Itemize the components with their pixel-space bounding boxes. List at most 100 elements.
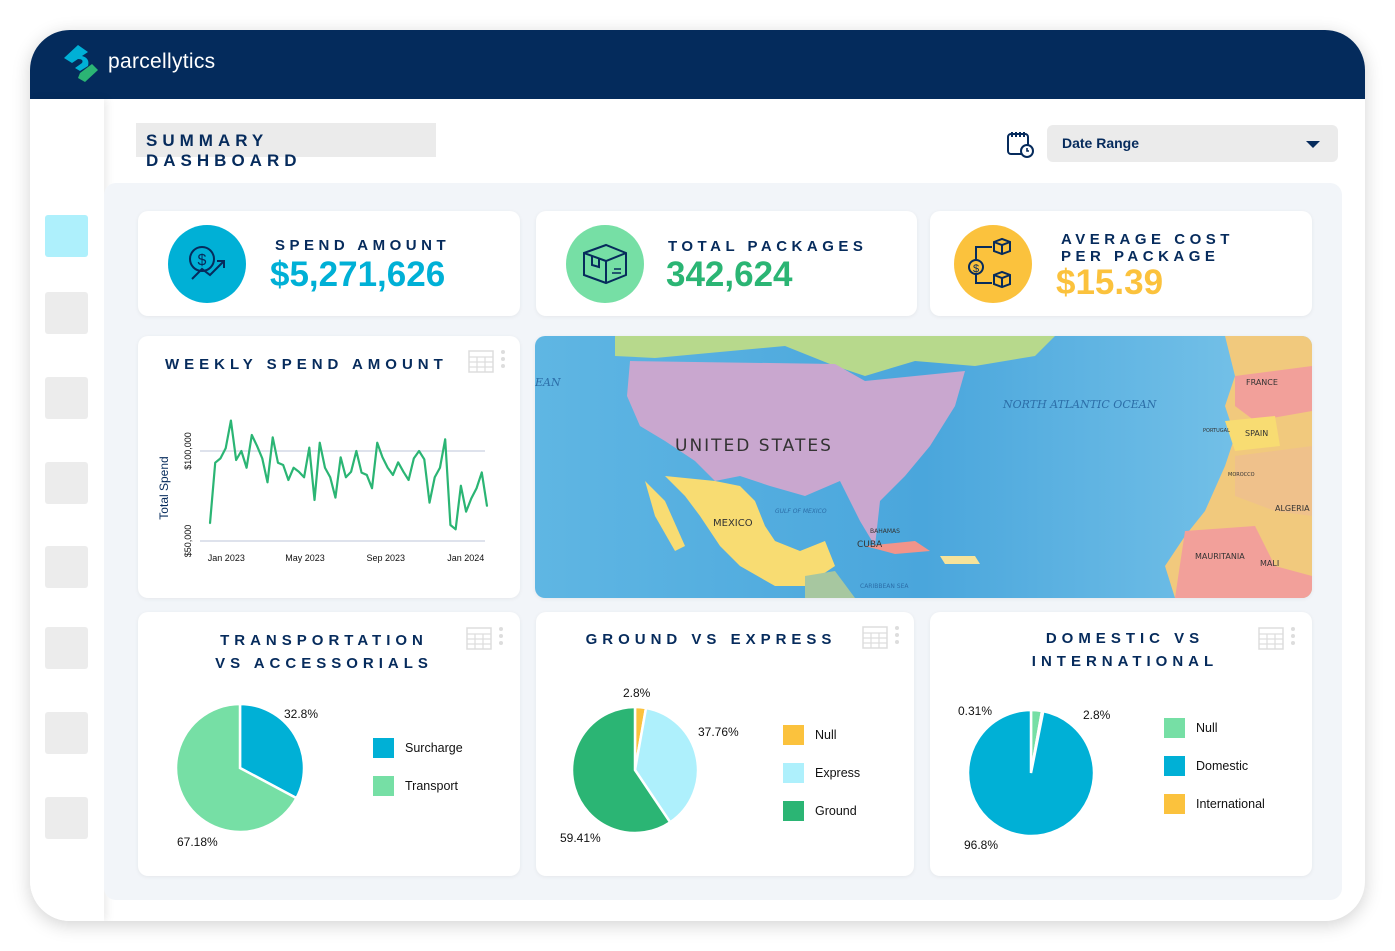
pie-slice-domestic[interactable] xyxy=(968,710,1094,836)
slice-label: 59.41% xyxy=(560,831,601,845)
legend-swatch xyxy=(1164,718,1185,738)
x-tick-label: Sep 2023 xyxy=(366,553,405,563)
pie-chart xyxy=(176,704,304,832)
pie-slice-ground[interactable] xyxy=(572,707,672,833)
map-label: MOROCCO xyxy=(1228,472,1255,478)
data-point[interactable] xyxy=(428,501,431,504)
pie-slice-surcharge[interactable] xyxy=(238,704,304,800)
data-point[interactable] xyxy=(261,457,264,460)
data-point[interactable] xyxy=(271,436,274,439)
data-point[interactable] xyxy=(224,447,227,450)
table-view-icon[interactable] xyxy=(466,626,506,652)
data-point[interactable] xyxy=(460,484,462,487)
data-point[interactable] xyxy=(230,419,232,422)
data-point[interactable] xyxy=(486,505,488,507)
data-point[interactable] xyxy=(470,497,473,500)
data-point[interactable] xyxy=(381,456,384,459)
data-point[interactable] xyxy=(277,461,279,464)
pie-chart xyxy=(968,710,1094,836)
data-point[interactable] xyxy=(376,441,379,444)
data-point[interactable] xyxy=(480,471,483,474)
data-point[interactable] xyxy=(266,481,269,484)
parcellytics-logo-icon[interactable] xyxy=(60,42,104,86)
data-point[interactable] xyxy=(298,470,300,473)
data-point[interactable] xyxy=(454,528,457,531)
data-point[interactable] xyxy=(313,499,316,501)
data-point[interactable] xyxy=(386,466,389,469)
data-point[interactable] xyxy=(350,470,352,473)
data-point[interactable] xyxy=(318,441,321,444)
date-range-dropdown[interactable]: Date Range xyxy=(1047,125,1338,162)
calendar-clock-icon[interactable] xyxy=(1006,130,1034,158)
data-point[interactable] xyxy=(355,450,358,452)
sidebar-item-8[interactable] xyxy=(45,797,88,839)
table-view-icon[interactable] xyxy=(1258,626,1298,652)
chart-title: TRANSPORTATION VS ACCESSORIALS xyxy=(138,629,510,675)
svg-text:$: $ xyxy=(198,252,207,269)
legend-swatch xyxy=(783,725,804,745)
data-point[interactable] xyxy=(444,438,446,441)
brand-name: parcellytics xyxy=(108,50,216,73)
data-point[interactable] xyxy=(287,479,290,481)
shipment-map[interactable]: UNITED STATES NORTH ATLANTIC OCEAN EAN M… xyxy=(535,336,1312,598)
legend-label: Null xyxy=(1196,721,1218,735)
data-point[interactable] xyxy=(303,476,305,479)
chart-title-line1: TRANSPORTATION xyxy=(220,632,428,649)
data-point[interactable] xyxy=(292,466,295,469)
data-point[interactable] xyxy=(365,474,368,476)
data-point[interactable] xyxy=(240,450,243,452)
map-label: GULF OF MEXICO xyxy=(775,508,827,515)
data-point[interactable] xyxy=(439,466,441,469)
table-view-icon[interactable] xyxy=(468,349,508,375)
legend-item-express: Express xyxy=(783,763,860,783)
data-point[interactable] xyxy=(339,456,342,459)
data-point[interactable] xyxy=(407,479,410,481)
world-map[interactable]: UNITED STATES NORTH ATLANTIC OCEAN EAN M… xyxy=(535,336,1312,598)
data-point[interactable] xyxy=(245,466,248,469)
data-point[interactable] xyxy=(360,471,363,474)
kpi-card-spend-amount: $ SPEND AMOUNT $5,271,626 xyxy=(138,211,520,316)
data-point[interactable] xyxy=(418,450,420,452)
data-point[interactable] xyxy=(397,461,399,464)
data-point[interactable] xyxy=(235,459,237,461)
data-point[interactable] xyxy=(334,496,337,499)
data-point[interactable] xyxy=(308,446,311,449)
sidebar-item-3[interactable] xyxy=(45,377,88,419)
slice-label: 37.76% xyxy=(698,725,739,739)
data-point[interactable] xyxy=(329,476,332,479)
sidebar-item-7[interactable] xyxy=(45,712,88,754)
data-point[interactable] xyxy=(392,474,394,476)
sidebar-item-4[interactable] xyxy=(45,462,88,504)
legend-label: Surcharge xyxy=(405,741,463,755)
chevron-down-icon xyxy=(1306,141,1320,148)
data-point[interactable] xyxy=(371,487,373,490)
data-point[interactable] xyxy=(324,466,326,469)
data-point[interactable] xyxy=(465,510,467,513)
sidebar-item-2[interactable] xyxy=(45,292,88,334)
data-point[interactable] xyxy=(475,487,478,490)
data-point[interactable] xyxy=(402,470,405,473)
ground-vs-express-card: GROUND VS EXPRESS 2.8% 37.76% 59.41% Nul… xyxy=(536,612,914,876)
data-point[interactable] xyxy=(423,458,426,461)
data-point[interactable] xyxy=(433,476,436,479)
data-point[interactable] xyxy=(345,476,347,479)
legend-swatch xyxy=(373,776,394,796)
sidebar-item-1[interactable] xyxy=(45,215,88,257)
pie-slice-express[interactable] xyxy=(633,707,698,825)
dollar-growth-icon: $ xyxy=(168,225,246,303)
top-bar: parcellytics xyxy=(30,30,1365,99)
data-point[interactable] xyxy=(449,524,452,526)
sidebar-item-5[interactable] xyxy=(45,546,88,588)
data-point[interactable] xyxy=(413,457,415,460)
data-point[interactable] xyxy=(256,445,258,447)
data-point[interactable] xyxy=(214,461,217,464)
chart-title: GROUND VS EXPRESS xyxy=(585,631,837,648)
map-label: CUBA xyxy=(857,540,883,550)
data-point[interactable] xyxy=(209,522,211,525)
table-view-icon[interactable] xyxy=(862,625,902,651)
data-point[interactable] xyxy=(219,457,222,460)
sidebar-item-6[interactable] xyxy=(45,627,88,669)
data-point[interactable] xyxy=(251,434,253,436)
pie-slice-transport[interactable] xyxy=(176,704,299,832)
data-point[interactable] xyxy=(282,464,284,466)
